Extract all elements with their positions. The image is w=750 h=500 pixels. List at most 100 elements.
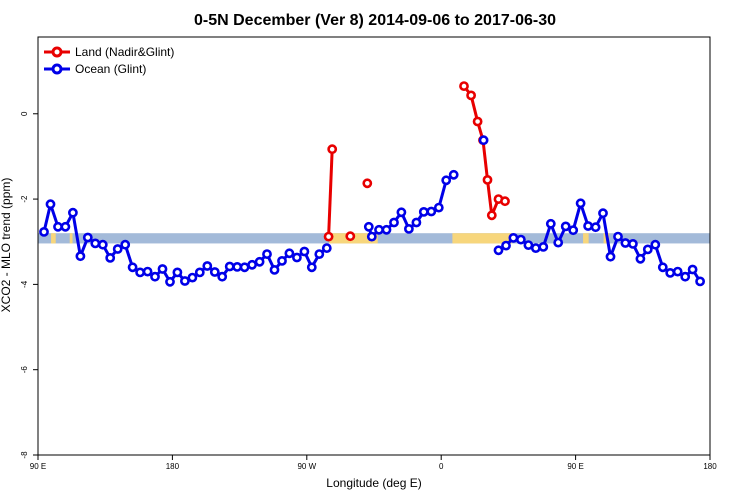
data-point — [381, 224, 392, 235]
data-point — [568, 225, 579, 236]
data-point — [366, 231, 377, 242]
x-tick-label: 0 — [439, 462, 444, 471]
axes: 90 E 180 90 W 0 90 E 180 0 -2 -4 -6 -8 — [20, 111, 717, 471]
data-point — [553, 237, 564, 248]
data-point — [217, 271, 228, 282]
data-point — [75, 251, 86, 262]
data-point — [642, 244, 653, 255]
data-point — [299, 246, 310, 257]
data-point — [598, 208, 608, 219]
series-0 — [323, 81, 510, 242]
data-point — [680, 271, 691, 282]
data-point — [90, 238, 101, 249]
data-point — [590, 222, 601, 233]
data-point — [493, 245, 504, 256]
data-point — [157, 264, 168, 274]
data-point — [628, 238, 638, 249]
data-point — [120, 239, 131, 250]
data-point — [224, 261, 235, 272]
data-point — [695, 276, 705, 287]
data-point — [291, 252, 302, 263]
data-point — [284, 248, 295, 259]
data-point — [314, 249, 325, 259]
x-tick-label: 90 E — [567, 462, 583, 471]
data-point — [68, 207, 78, 218]
data-point — [500, 196, 510, 207]
data-point — [523, 240, 534, 250]
y-tick-label: -2 — [20, 195, 29, 203]
data-point — [635, 253, 646, 264]
plot-frame — [37, 36, 711, 456]
data-point — [306, 262, 317, 273]
data-point — [482, 174, 493, 185]
chart-title: 0-5N December (Ver 8) 2014-09-06 to 2017… — [194, 12, 556, 29]
data-point — [672, 266, 683, 277]
data-point — [247, 259, 257, 270]
data-point — [269, 264, 280, 275]
data-point — [45, 199, 56, 210]
y-tick-label: -4 — [20, 280, 29, 288]
data-point — [165, 276, 175, 287]
x-tick-label: 90 E — [30, 462, 46, 471]
data-point — [209, 267, 220, 277]
data-point — [466, 90, 476, 101]
data-point — [545, 218, 556, 229]
data-point — [321, 243, 332, 253]
data-point — [150, 271, 160, 282]
data-point — [665, 267, 676, 278]
series-1 — [39, 135, 705, 287]
data-point — [426, 206, 437, 217]
data-point — [650, 239, 661, 250]
x-tick-label: 180 — [166, 462, 180, 471]
data-point — [262, 249, 272, 259]
x-tick-label: 180 — [703, 462, 717, 471]
data-point — [411, 217, 422, 228]
series-line — [327, 149, 334, 237]
legend-label-ocean: Ocean (Glint) — [75, 62, 146, 76]
data-point — [486, 210, 497, 221]
y-tick-label: -8 — [20, 451, 29, 459]
data-point — [363, 221, 374, 232]
y-tick-label: 0 — [20, 111, 29, 116]
data-point — [194, 267, 205, 278]
land-band-segment — [452, 233, 513, 244]
data-point — [362, 178, 373, 189]
data-point — [403, 223, 414, 234]
data-point — [39, 226, 49, 237]
y-tick-label: -6 — [20, 366, 29, 374]
data-point — [202, 261, 213, 271]
legend: Land (Nadir&Glint) Ocean (Glint) — [44, 45, 174, 76]
data-point — [478, 135, 489, 146]
data-point — [530, 243, 541, 253]
data-point — [560, 221, 571, 232]
legend-marker-land — [51, 46, 63, 58]
data-point — [501, 240, 511, 251]
land-band-segment — [583, 233, 589, 244]
data-point — [605, 251, 616, 262]
data-point — [327, 144, 338, 155]
legend-label-land: Land (Nadir&Glint) — [75, 45, 174, 59]
data-point — [575, 198, 586, 209]
legend-marker-ocean — [51, 63, 63, 75]
data-point — [687, 264, 698, 275]
data-point — [60, 221, 71, 232]
data-point — [657, 262, 668, 273]
data-point — [187, 272, 198, 283]
x-tick-label: 90 W — [297, 462, 316, 471]
data-point — [459, 81, 469, 91]
data-point — [433, 202, 444, 213]
data-point — [239, 262, 250, 273]
data-point — [374, 224, 384, 235]
data-point — [179, 276, 190, 286]
land-band-segment — [69, 233, 73, 244]
data-point — [448, 169, 459, 180]
data-point — [254, 256, 265, 267]
data-point — [97, 239, 108, 250]
data-point — [112, 244, 123, 254]
data-point — [418, 206, 429, 217]
data-point — [323, 231, 334, 242]
data-point — [516, 234, 526, 245]
data-point — [441, 175, 452, 186]
y-axis-label: XCO2 - MLO trend (ppm) — [0, 178, 13, 313]
